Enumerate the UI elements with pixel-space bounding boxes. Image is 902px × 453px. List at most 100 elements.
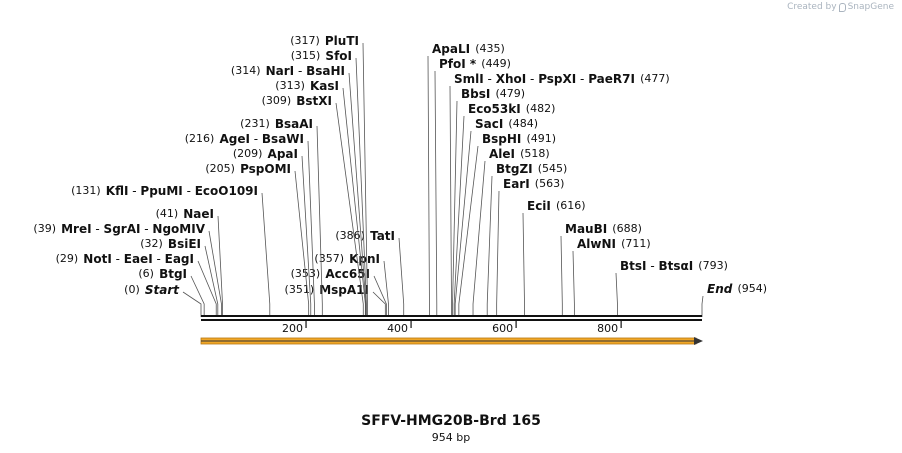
site-label: (317) PluTI <box>290 31 359 50</box>
site-position: (131) <box>71 184 101 197</box>
site-position: (477) <box>640 72 670 85</box>
site-label-text: (209) ApaI <box>233 144 298 163</box>
site-label: (386) TatI <box>335 226 395 245</box>
leader-line <box>342 87 366 317</box>
enzyme-name: SgrAI <box>104 222 141 236</box>
site-label: (314) NarI - BsaHI <box>231 61 345 80</box>
enzyme-name: BsiEI <box>168 237 201 251</box>
site-label-text: AleI (518) <box>489 144 550 163</box>
site-label-text: (357) KpnI <box>314 249 380 268</box>
site-position: (482) <box>526 102 556 115</box>
leader-line <box>307 140 315 317</box>
site-position: (563) <box>535 177 565 190</box>
enzyme-name: SacI <box>475 117 503 131</box>
site-label: (41) NaeI <box>156 207 214 221</box>
enzyme-name: SfoI <box>325 49 352 63</box>
tick-label: 400 <box>387 322 408 335</box>
enzyme-name: MspA1I <box>319 283 369 297</box>
site-label-text: (32) BsiEI <box>140 234 201 253</box>
enzyme-name: BsaWI <box>262 132 304 146</box>
site-label-text: (216) AgeI - BsaWI <box>185 129 304 148</box>
site-label-text: (386) TatI <box>335 226 395 245</box>
site-position: (545) <box>538 162 568 175</box>
site-label-text: (131) KflI - PpuMI - EcoO109I <box>71 181 258 200</box>
site-position: (954) <box>737 282 767 295</box>
site-position: (6) <box>138 267 154 280</box>
enzyme-name: BsaAI <box>275 117 313 131</box>
site-label-text: BtgZI (545) <box>496 159 567 178</box>
site-label-text: (6) BtgI <box>138 264 187 283</box>
leader-line <box>182 291 202 317</box>
enzyme-name: BtsI <box>620 259 647 273</box>
site-labels: (0) Start(6) BtgI(29) NotI - EaeI - EagI… <box>33 31 767 299</box>
leader-line <box>496 190 500 317</box>
snapgene-credit: Created by SnapGene <box>787 2 894 12</box>
enzyme-name: MauBI <box>565 222 607 236</box>
site-position: (314) <box>231 64 261 77</box>
site-label-text: (317) PluTI <box>290 31 359 50</box>
leader-line <box>458 145 479 317</box>
site-label: ApaLI (435) <box>432 42 505 56</box>
site-label: (39) MreI - SgrAI - NgoMIV <box>33 222 205 236</box>
site-label: SmlI - XhoI - PspXI - PaeR7I (477) <box>454 69 670 88</box>
site-label: (6) BtgI <box>138 264 187 283</box>
leader-line <box>472 160 486 317</box>
enzyme-name: BsaHI <box>306 64 345 78</box>
site-label-text: End (954) <box>707 279 767 298</box>
site-position: (518) <box>520 147 550 160</box>
site-label: (357) KpnI <box>314 249 380 268</box>
site-label: (216) AgeI - BsaWI <box>185 129 304 148</box>
enzyme-name: End <box>707 282 733 296</box>
leader-line <box>486 175 493 317</box>
leader-line <box>572 250 575 317</box>
enzyme-name: KflI <box>106 184 129 198</box>
enzyme-name: BspHI <box>482 132 521 146</box>
scale-ticks: 200 400 600 800 <box>282 321 622 335</box>
enzyme-name: EciI <box>527 199 551 213</box>
leader-line <box>453 115 465 317</box>
feature-arrowhead <box>694 337 703 345</box>
leader-line <box>335 102 364 317</box>
enzyme-name: TatI <box>370 229 395 243</box>
site-label-text: (309) BstXI <box>262 91 332 110</box>
leader-line <box>449 85 452 317</box>
enzyme-name: MreI <box>61 222 91 236</box>
site-position: (688) <box>612 222 642 235</box>
site-position: (32) <box>140 237 163 250</box>
site-position: (315) <box>291 49 321 62</box>
site-label-text: BbsI (479) <box>461 84 525 103</box>
site-label-text: MauBI (688) <box>565 219 642 238</box>
tick-label: 800 <box>597 322 618 335</box>
site-label: AleI (518) <box>489 144 550 163</box>
site-label-text: SmlI - XhoI - PspXI - PaeR7I (477) <box>454 69 670 88</box>
credit-brand: SnapGene <box>847 2 894 12</box>
site-position: (711) <box>621 237 651 250</box>
leader-line <box>427 55 430 317</box>
leader-line <box>208 230 222 317</box>
site-label-text: (29) NotI - EaeI - EagI <box>56 249 194 268</box>
map-length: 954 bp <box>431 431 471 444</box>
site-label-text: (314) NarI - BsaHI <box>231 61 345 80</box>
site-label: (231) BsaAI <box>240 117 313 131</box>
tick-label: 600 <box>492 322 513 335</box>
enzyme-name: EcoO109I <box>195 184 258 198</box>
site-leader-lines <box>182 42 704 317</box>
enzyme-name: BtsαI <box>658 259 693 273</box>
enzyme-name: NaeI <box>183 207 214 221</box>
site-position: (309) <box>262 94 292 107</box>
leader-line <box>373 275 387 317</box>
site-label-text: (205) PspOMI <box>205 159 291 178</box>
leader-line <box>701 295 704 317</box>
leader-line <box>348 72 367 317</box>
enzyme-name: PfoI * <box>439 57 477 71</box>
site-label-text: (0) Start <box>124 280 180 299</box>
leader-line <box>294 170 310 317</box>
site-label: (0) Start <box>124 280 180 299</box>
site-label: EarI (563) <box>503 174 564 193</box>
site-label-text: EarI (563) <box>503 174 564 193</box>
site-position: (216) <box>185 132 215 145</box>
enzyme-name: BtgZI <box>496 162 533 176</box>
credit-prefix: Created by <box>787 2 837 12</box>
enzyme-name: ApaI <box>268 147 298 161</box>
leader-line <box>197 260 217 317</box>
